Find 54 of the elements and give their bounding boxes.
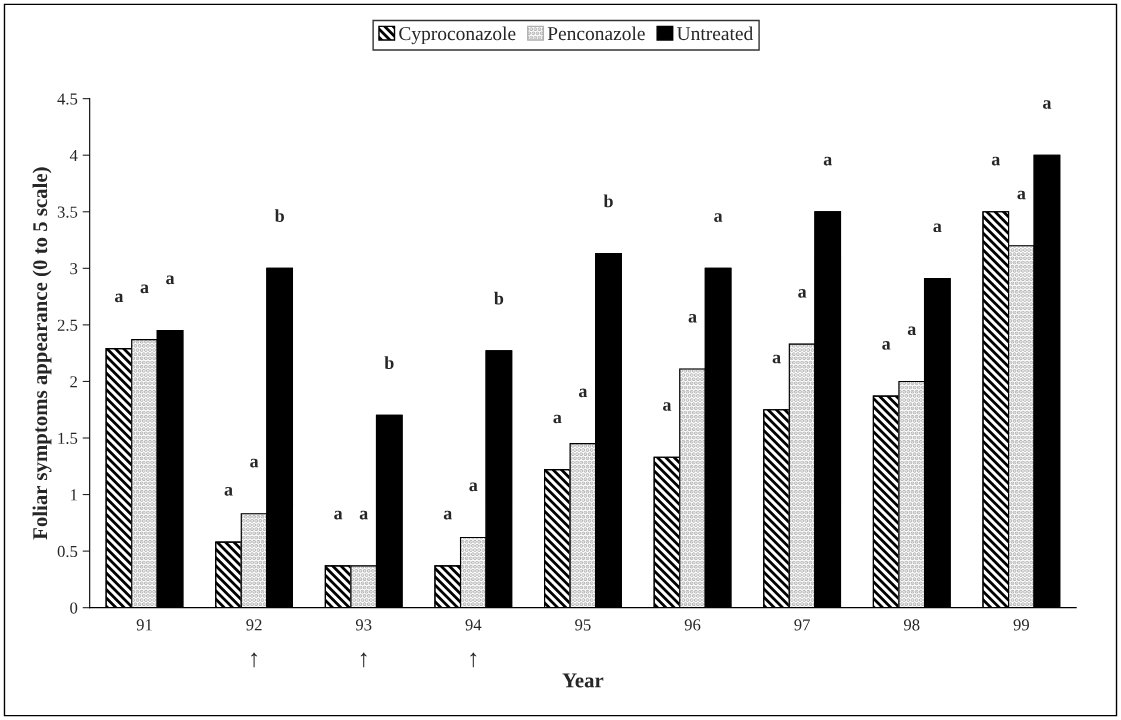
legend-label: Cyproconazole: [399, 26, 516, 45]
data-label: a: [688, 313, 697, 323]
x-tick-label: 93: [355, 619, 372, 631]
text: ↑: [360, 652, 367, 668]
data-label: a: [907, 326, 916, 336]
y-tick-label: 0: [70, 602, 78, 614]
data-label: b: [384, 356, 394, 369]
data-label: a: [469, 482, 478, 492]
y-tick-label: 1.5: [58, 432, 78, 445]
data-label: a: [663, 402, 672, 411]
data-label: a: [714, 213, 723, 222]
x-tick-label: 96: [684, 619, 701, 631]
y-axis-title: Foliar symptoms appearance (0 to 5 scale): [32, 167, 52, 540]
data-label: a: [359, 510, 368, 520]
data-label: b: [494, 291, 504, 305]
y-tick-label: 3: [70, 263, 78, 275]
data-label: b: [274, 209, 284, 222]
y-tick-label: 4: [69, 150, 78, 161]
data-label: b: [603, 194, 613, 208]
x-tick-label: 91: [136, 619, 152, 631]
data-label: a: [882, 341, 891, 350]
legend-label: Penconazole: [547, 26, 645, 41]
y-tick-label: 4.5: [57, 93, 78, 105]
y-tick-label: 2.5: [57, 319, 78, 331]
x-tick-label: 92: [246, 619, 262, 631]
x-tick-label: 98: [903, 619, 920, 631]
y-tick-label: 1: [71, 489, 77, 501]
x-tick-label: 99: [1013, 619, 1030, 631]
data-label: a: [166, 275, 175, 285]
data-label: a: [991, 156, 1001, 166]
legend-label: Untreated: [677, 26, 754, 41]
y-tick-label: 3.5: [57, 206, 78, 218]
x-axis-title: Year: [562, 673, 604, 688]
x-tick-label: 94: [465, 619, 482, 631]
data-label: a: [933, 223, 942, 233]
data-label: a: [250, 458, 259, 468]
data-label: a: [772, 354, 781, 364]
data-label: a: [578, 388, 588, 398]
data-label: a: [443, 510, 452, 520]
data-label: a: [114, 293, 124, 303]
data-label: a: [224, 487, 233, 496]
data-label: a: [140, 284, 149, 294]
data-label: a: [334, 510, 343, 520]
y-tick-label: 0.5: [57, 545, 78, 558]
x-tick-label: 95: [575, 619, 591, 631]
data-label: a: [798, 289, 807, 298]
text: ↑: [470, 652, 477, 668]
data-label: a: [1043, 100, 1052, 109]
x-tick-label: 97: [794, 619, 810, 631]
data-label: a: [823, 156, 832, 166]
data-label: a: [553, 414, 562, 424]
y-tick-label: 2: [70, 376, 77, 388]
text: ↑: [251, 652, 258, 668]
data-label: a: [1017, 190, 1026, 200]
